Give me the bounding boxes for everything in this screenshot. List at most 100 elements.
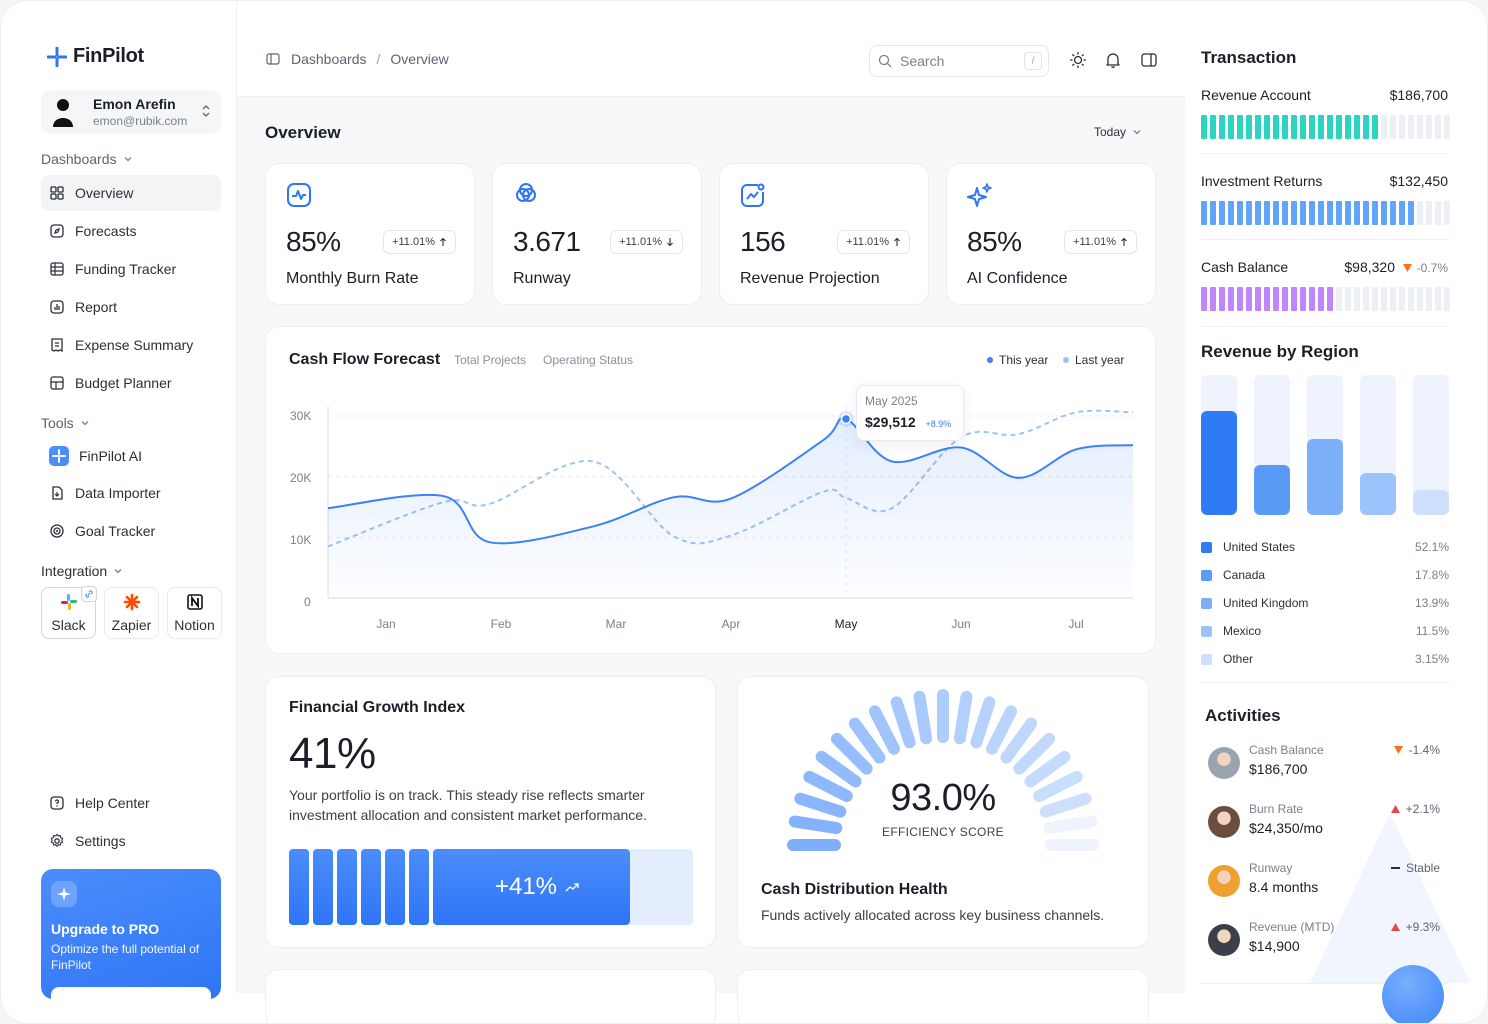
assistant-fab[interactable] <box>1382 965 1444 1023</box>
section-dashboards[interactable]: Dashboards <box>41 151 133 167</box>
activity-item[interactable]: Burn Rate $24,350/mo +2.1% <box>1208 802 1449 842</box>
region-row[interactable]: United States 52.1% <box>1201 540 1449 554</box>
nav-item-overview[interactable]: Overview <box>41 175 221 211</box>
sun-icon[interactable] <box>1069 51 1087 69</box>
sidebar-toggle-icon[interactable] <box>265 51 281 67</box>
profile-switcher[interactable]: Emon Arefin emon@rubik.com <box>41 90 221 134</box>
growth-bar-label: +41% <box>494 873 558 900</box>
nav-item-report[interactable]: Report <box>41 289 221 325</box>
integration-label: Slack <box>51 617 86 633</box>
highlight-point[interactable] <box>840 413 852 425</box>
activity-item[interactable]: Cash Balance $186,700 -1.4% <box>1208 743 1449 783</box>
gauge-segment <box>848 717 886 764</box>
account-progress <box>1201 287 1450 311</box>
nav-label: Overview <box>75 185 134 201</box>
grid-icon <box>50 186 64 200</box>
activity-item[interactable]: Revenue (MTD) $14,900 +9.3% <box>1208 920 1449 960</box>
region-bar[interactable] <box>1307 375 1343 515</box>
progress-tick <box>1219 201 1225 225</box>
progress-tick <box>1399 287 1405 311</box>
breadcrumb-overview[interactable]: Overview <box>390 51 449 67</box>
nav-item-goal-tracker[interactable]: Goal Tracker <box>41 513 221 549</box>
legend-this-year[interactable]: This year <box>987 353 1048 367</box>
nav-item-forecasts[interactable]: Forecasts <box>41 213 221 249</box>
stat-card-runway[interactable]: 3.671 +11.01% Runway <box>492 163 702 305</box>
region-row[interactable]: Mexico 11.5% <box>1201 624 1449 638</box>
region-bar[interactable] <box>1201 375 1237 515</box>
nav-label: FinPilot AI <box>79 448 143 464</box>
nav-item-funding-tracker[interactable]: Funding Tracker <box>41 251 221 287</box>
section-integration[interactable]: Integration <box>41 563 123 579</box>
progress-tick <box>1345 201 1351 225</box>
pulse-icon <box>287 183 311 207</box>
stat-card-revenue-projection[interactable]: 156 +11.01% Revenue Projection <box>719 163 929 305</box>
region-bar-fill <box>1254 464 1290 515</box>
region-row[interactable]: United Kingdom 13.9% <box>1201 596 1449 610</box>
region-bar[interactable] <box>1254 375 1290 515</box>
activity-change: +9.3% <box>1390 920 1440 934</box>
account-name: Revenue Account <box>1201 87 1311 103</box>
nav-item-budget-planner[interactable]: Budget Planner <box>41 365 221 401</box>
tooltip-value: $29,512 <box>865 414 916 430</box>
progress-tick <box>1336 115 1342 139</box>
progress-tick <box>1372 201 1378 225</box>
activity-label: Burn Rate <box>1249 802 1304 816</box>
date-range-value: Today <box>1094 125 1127 139</box>
section-integration-label: Integration <box>41 563 108 579</box>
progress-tick <box>1345 115 1351 139</box>
link-icon[interactable] <box>81 586 97 602</box>
nav-item-data-importer[interactable]: Data Importer <box>41 475 221 511</box>
region-bar[interactable] <box>1413 375 1449 515</box>
progress-tick <box>1237 201 1243 225</box>
brand-logo[interactable]: FinPilot <box>47 45 144 68</box>
region-row[interactable]: Other 3.15% <box>1201 652 1449 666</box>
legend-last-year[interactable]: Last year <box>1063 353 1124 367</box>
search-input[interactable]: Search / <box>869 45 1049 77</box>
divider <box>1201 682 1449 683</box>
activity-item[interactable]: Runway 8.4 months Stable <box>1208 861 1449 901</box>
activity-avatar <box>1208 865 1240 897</box>
activity-label: Runway <box>1249 861 1293 875</box>
region-percent: 11.5% <box>1415 624 1449 638</box>
zapier-icon <box>123 593 140 611</box>
progress-tick <box>1255 287 1261 311</box>
nav-item-settings[interactable]: Settings <box>41 823 221 859</box>
stat-card-ai-confidence[interactable]: 85% +11.01% AI Confidence <box>946 163 1156 305</box>
nav-item-expense-summary[interactable]: Expense Summary <box>41 327 221 363</box>
nav-label: Budget Planner <box>75 375 172 391</box>
finpilot-logo-icon <box>47 46 67 67</box>
gauge-segment <box>794 792 847 818</box>
progress-tick <box>1417 115 1423 139</box>
upgrade-button[interactable] <box>51 987 211 1017</box>
integration-slack[interactable]: Slack <box>41 586 97 639</box>
stat-value: 156 <box>740 226 786 257</box>
section-tools[interactable]: Tools <box>41 415 90 431</box>
stat-label: Runway <box>513 270 571 287</box>
breadcrumb-dashboards[interactable]: Dashboards <box>291 51 367 67</box>
bell-icon[interactable] <box>1104 51 1122 69</box>
stat-change: +11.01% <box>846 236 889 248</box>
triangle-up-icon <box>1390 923 1400 931</box>
progress-tick <box>1210 115 1216 139</box>
triangle-down-icon <box>1403 264 1412 272</box>
region-row[interactable]: Canada 17.8% <box>1201 568 1449 582</box>
nav-item-finpilot-ai[interactable]: FinPilot AI <box>41 438 221 474</box>
x-tick-label: Apr <box>721 617 741 631</box>
stat-card-burn-rate[interactable]: 85% +11.01% Monthly Burn Rate <box>265 163 475 305</box>
triangle-down-icon <box>1393 746 1403 754</box>
tab-operating-status[interactable]: Operating Status <box>543 353 634 367</box>
panel-toggle-icon[interactable] <box>1140 51 1158 69</box>
progress-tick <box>1327 115 1333 139</box>
date-range-select[interactable]: Today <box>1094 125 1142 139</box>
tab-total-projects[interactable]: Total Projects <box>454 353 527 367</box>
integration-notion[interactable]: Notion <box>167 587 222 639</box>
integration-zapier[interactable]: Zapier <box>104 587 159 639</box>
divider <box>1201 983 1449 984</box>
sparkle-icon <box>51 881 77 907</box>
progress-tick <box>1426 201 1432 225</box>
x-tick-label: Feb <box>490 617 512 631</box>
nav-item-help-center[interactable]: Help Center <box>41 785 221 821</box>
region-bar[interactable] <box>1360 375 1396 515</box>
cashflow-chart-card: Cash Flow Forecast Total Projects Operat… <box>265 326 1156 654</box>
progress-tick <box>1345 287 1351 311</box>
